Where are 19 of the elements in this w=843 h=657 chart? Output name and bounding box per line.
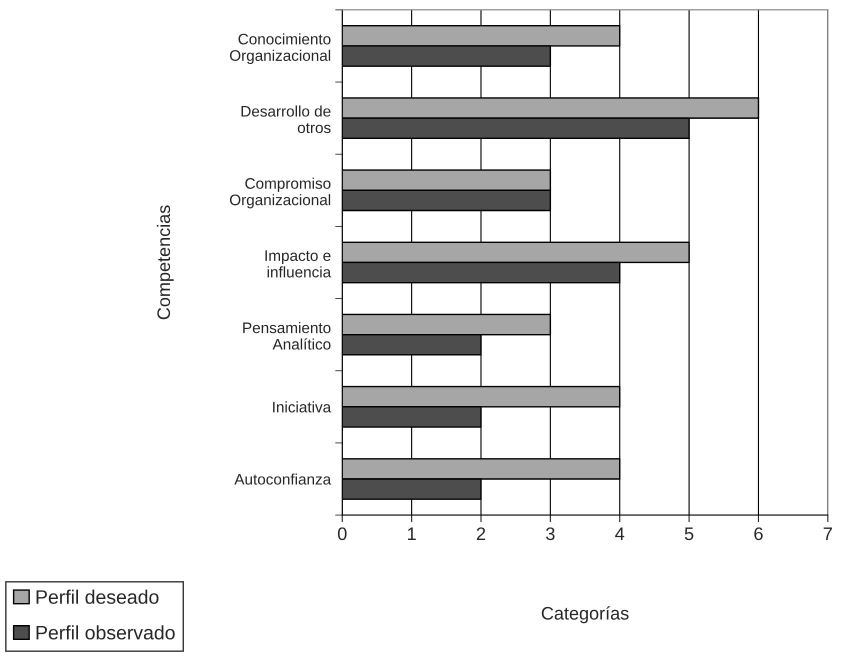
x-tick-label: 3 — [546, 527, 555, 540]
y-tick-label: Compromiso Organizacional — [230, 178, 331, 208]
y-tick-label: Conocimiento Organizacional — [230, 33, 331, 64]
y-tick-label: Autoconfianza — [234, 473, 332, 485]
x-tick-label: 7 — [824, 528, 832, 540]
x-tick-label: 0 — [338, 527, 347, 540]
x-tick-label: 1 — [408, 528, 416, 540]
x-tick-label: 4 — [615, 528, 624, 540]
y-axis-title: Competencias — [156, 205, 174, 320]
legend-label: Perfil deseado — [36, 590, 158, 604]
x-tick-label: 2 — [476, 527, 486, 540]
x-axis-title: Categorías — [542, 606, 629, 624]
legend-label: Perfil observado — [36, 625, 175, 640]
y-tick-label: Pensamiento Analítico — [243, 322, 331, 350]
y-tick-label: Impacto e influencia — [265, 250, 332, 278]
y-tick-label: Iniciativa — [273, 401, 332, 413]
y-tick-label: Desarrollo de otros — [242, 105, 331, 134]
x-tick-label: 5 — [684, 528, 694, 540]
x-tick-label: 6 — [754, 527, 763, 540]
